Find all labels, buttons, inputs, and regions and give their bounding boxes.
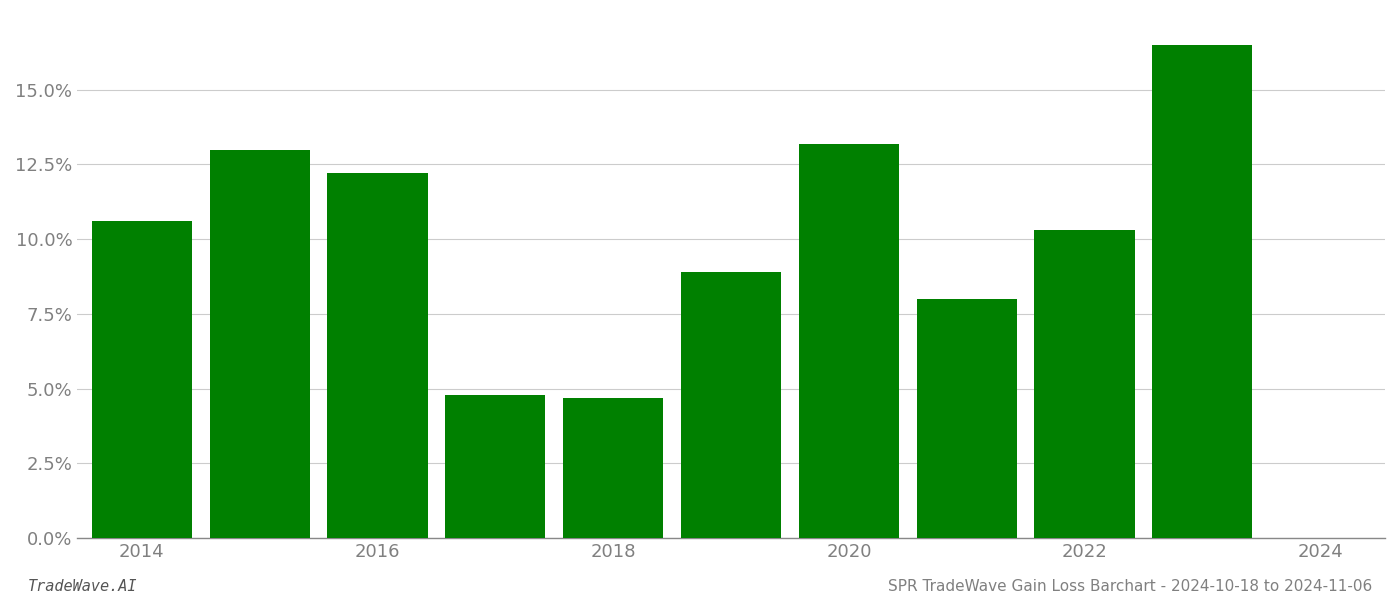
Bar (1152, 45, 1253, 538)
Text: SPR TradeWave Gain Loss Barchart - 2024-10-18 to 2024-11-06: SPR TradeWave Gain Loss Barchart - 2024-… (888, 579, 1372, 594)
Text: TradeWave.AI: TradeWave.AI (28, 579, 137, 594)
Bar (445, 395, 546, 538)
Bar (680, 272, 781, 538)
Bar (563, 398, 664, 538)
Bar (210, 149, 309, 538)
Bar (328, 173, 427, 538)
Bar (799, 143, 899, 538)
Bar (92, 221, 192, 538)
Bar (917, 299, 1016, 538)
Bar (1035, 230, 1134, 538)
